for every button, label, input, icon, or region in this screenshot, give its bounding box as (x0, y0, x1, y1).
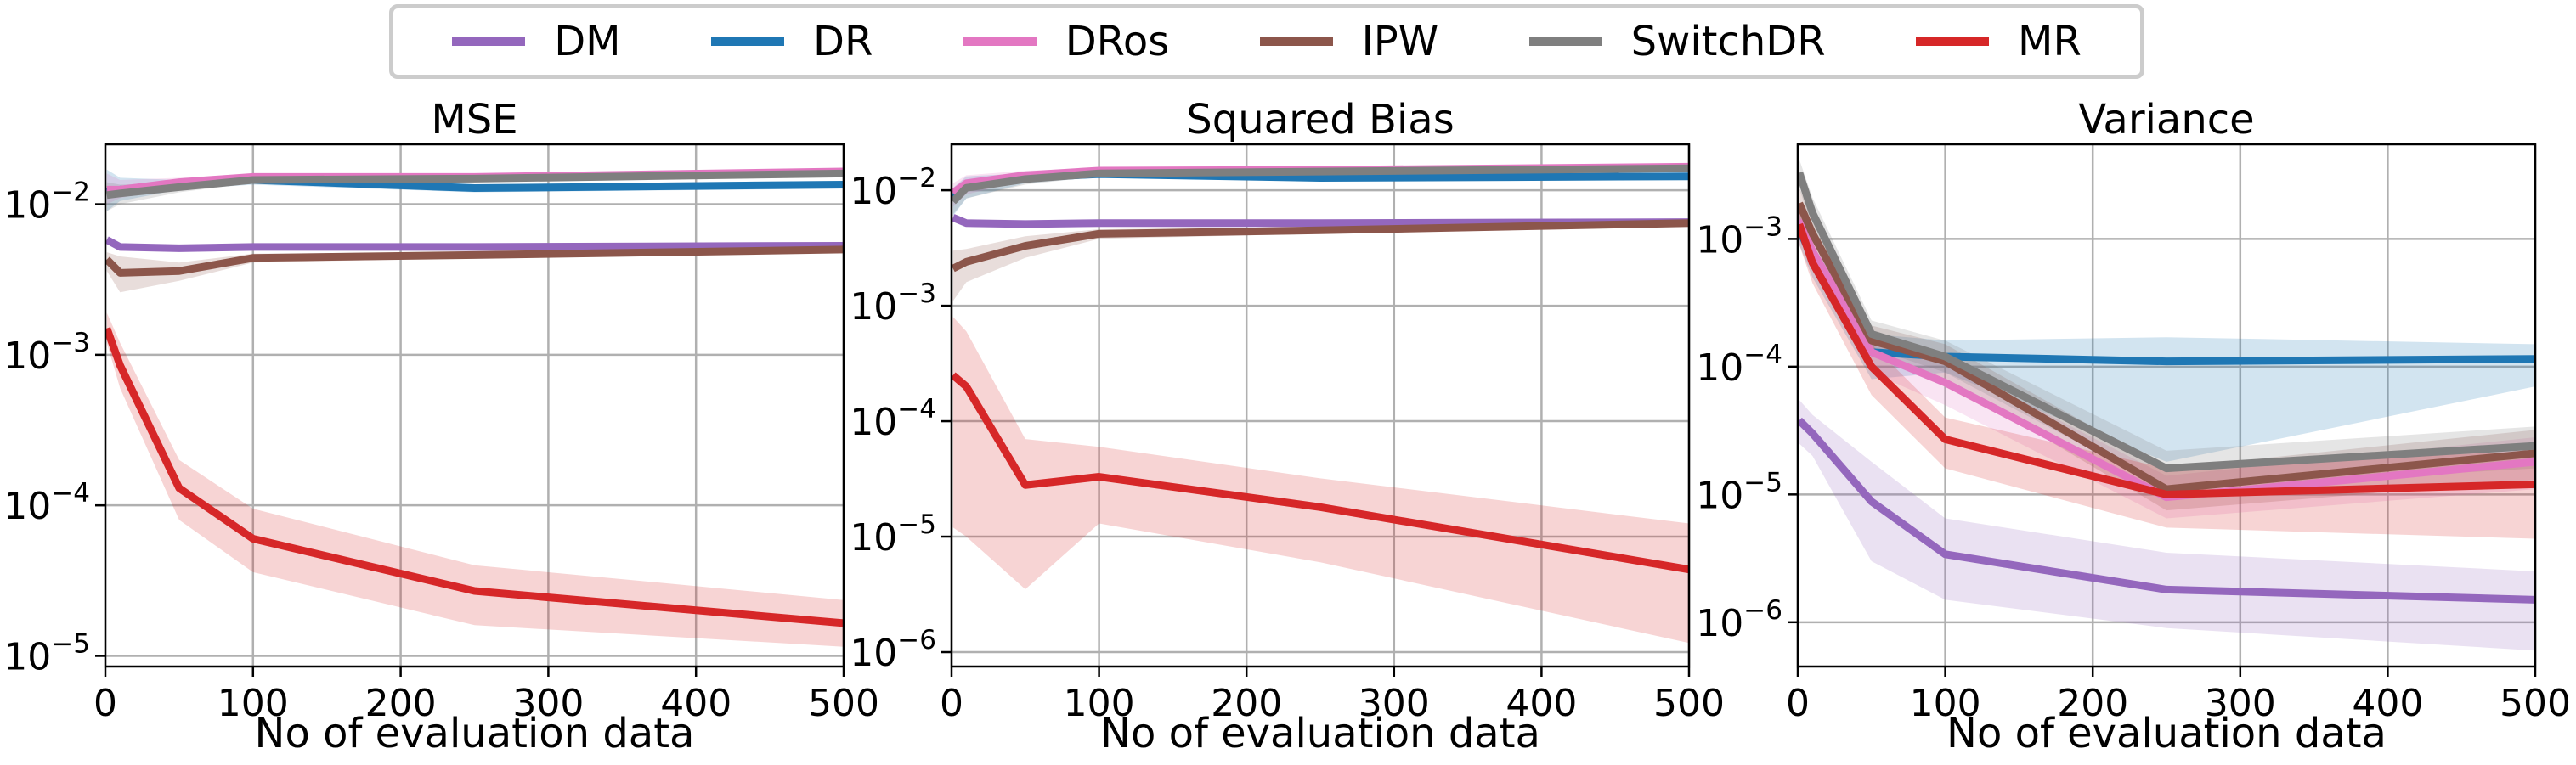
legend-swatch (452, 37, 526, 46)
y-tick-label: 10−5 (1696, 467, 1782, 517)
x-tick-label: 300 (2205, 682, 2276, 725)
x-tick-label: 300 (512, 682, 584, 725)
legend-swatch (1259, 37, 1333, 46)
axes-frame (950, 143, 1691, 668)
legend-item-mr: MR (1916, 21, 2082, 62)
y-tick-label: 10−5 (3, 628, 90, 678)
y-tick-label: 10−3 (1696, 211, 1782, 262)
legend-item-dm: DM (452, 18, 621, 65)
legend-item-dr: DR (710, 18, 873, 65)
x-tick-label: 200 (1211, 682, 1282, 725)
line-switchdr (106, 169, 844, 200)
x-tick-label: 200 (365, 682, 437, 725)
x-tick-label: 0 (1786, 682, 1810, 725)
y-tick-label: 10−2 (850, 163, 936, 213)
x-tick-label: 500 (808, 682, 879, 725)
x-tick-label: 400 (2352, 682, 2423, 725)
x-tick-label: 0 (93, 682, 117, 725)
x-tick-label: 100 (217, 682, 289, 725)
line-switchdr (952, 164, 1689, 205)
band-mr (952, 317, 1689, 644)
legend-label: DRos (1065, 18, 1170, 65)
y-tick-label: 10−3 (3, 328, 90, 378)
line-ipw (105, 245, 844, 277)
legend: DM DR DRos IPW SwitchDR MR (389, 4, 2144, 79)
legend-swatch (1916, 37, 1990, 46)
axes-frame (104, 143, 845, 668)
plot-area (1798, 159, 2535, 651)
axes-frame (1796, 143, 2537, 668)
line-dm (1798, 417, 2535, 604)
chart-panel-1: 0 100 200 300 400 500 10−5 10−4 10−3 10−2 MSE No of… (3, 96, 879, 757)
x-tick-label: 300 (1359, 682, 1430, 725)
y-tick-label: 10−6 (1696, 595, 1782, 645)
legend-item-ipw: IPW (1259, 18, 1439, 65)
legend-swatch (710, 37, 784, 46)
band-mr (1799, 205, 2535, 539)
x-tick-label: 200 (2057, 682, 2128, 725)
line-dm (952, 214, 1689, 228)
x-axis-label: No of evaluation data (255, 710, 695, 757)
y-tick-label: 10−3 (850, 278, 936, 329)
y-tick-label: 10−4 (1696, 340, 1782, 390)
x-tick-label: 0 (940, 682, 963, 725)
chart-title: MSE (431, 96, 517, 143)
legend-label: IPW (1361, 18, 1439, 65)
x-tick-label: 500 (2500, 682, 2571, 725)
legend-label: MR (2018, 18, 2082, 65)
x-tick-label: 100 (1064, 682, 1135, 725)
line-mr (1798, 222, 2535, 498)
legend-label: DM (554, 18, 621, 65)
y-tick-label: 10−5 (850, 509, 936, 560)
x-axis-label: No of evaluation data (1946, 710, 2387, 757)
legend-label: DR (812, 18, 873, 65)
legend-item-dros: DRos (963, 18, 1170, 65)
line-ipw (1798, 201, 2535, 493)
y-tick-label: 10−6 (850, 625, 936, 675)
plot-area (952, 162, 1689, 644)
x-tick-label: 400 (660, 682, 732, 725)
chart-panel-2: 0 100 200 300 400 500 10−6 10−5 10−4 10−3 10−2 Squa… (850, 96, 1725, 757)
chart-panel-3: 0 100 200 300 400 500 10−6 10−5 10−4 10−3 Variance… (1696, 96, 2571, 757)
legend-swatch (1528, 37, 1602, 46)
band-ipw (1799, 188, 2535, 511)
y-tick-label: 10−2 (3, 177, 90, 228)
band-mr (106, 312, 844, 647)
line-switchdr (1798, 171, 2535, 473)
plot-area (105, 167, 844, 647)
line-ipw (952, 219, 1689, 273)
line-mr (952, 372, 1689, 574)
y-tick-label: 10−4 (3, 478, 90, 528)
x-axis-label: No of evaluation data (1100, 710, 1540, 757)
chart-title: Squared Bias (1186, 96, 1454, 143)
chart-title: Variance (2078, 96, 2254, 143)
x-tick-label: 500 (1653, 682, 1725, 725)
line-mr (105, 327, 844, 627)
legend-label: SwitchDR (1630, 18, 1826, 65)
band-dm (1799, 399, 2535, 651)
x-tick-label: 400 (1505, 682, 1577, 725)
x-tick-label: 100 (1910, 682, 1981, 725)
legend-item-switchdr: SwitchDR (1528, 18, 1826, 65)
legend-swatch (963, 37, 1037, 46)
y-tick-label: 10−4 (850, 394, 936, 444)
band-switchdr (1799, 159, 2535, 490)
line-dm (105, 236, 844, 252)
band-dr (1799, 212, 2535, 462)
